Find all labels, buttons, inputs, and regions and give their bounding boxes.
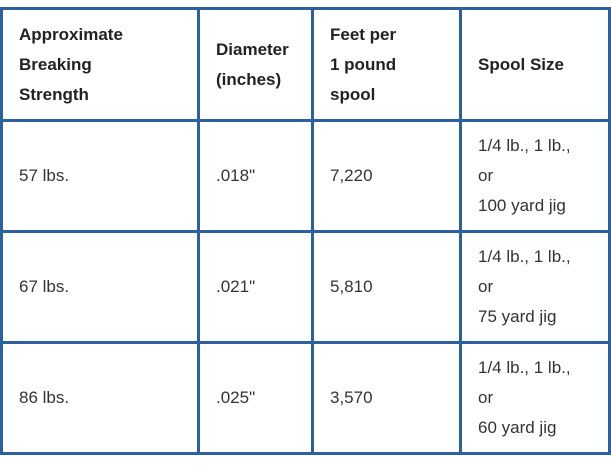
cell-line: Spool Size — [478, 54, 564, 74]
cell-line: 100 yard jig — [478, 196, 566, 215]
cell-line: or — [478, 388, 494, 407]
cell-line: Diameter — [216, 39, 289, 59]
table-cell: .021" — [197, 230, 314, 344]
table-cell: 5,810 — [311, 230, 462, 344]
header-cell: Approximate Breaking Strength — [0, 7, 200, 122]
cell-line: 57 lbs. — [19, 166, 70, 185]
cell-line: Approximate — [19, 24, 123, 44]
cell-line: or — [478, 166, 494, 185]
cell-line: 1/4 lb., 1 lb., — [478, 136, 571, 155]
cell-line: .021" — [216, 277, 256, 296]
table-cell: .025" — [197, 341, 314, 455]
table-cell: 1/4 lb., 1 lb., or 75 yard jig — [459, 230, 611, 344]
cell-line: spool — [330, 84, 376, 104]
header-row: Approximate Breaking Strength Diameter (inch… — [0, 7, 611, 122]
table-cell: .018" — [197, 119, 314, 233]
header-cell: Feet per 1 pound spool — [311, 7, 462, 122]
cell-line: Strength — [19, 84, 89, 104]
cell-line: 75 yard jig — [478, 307, 557, 326]
cell-line: (inches) — [216, 69, 282, 89]
cell-line: 1/4 lb., 1 lb., — [478, 358, 571, 377]
table-cell: 57 lbs. — [0, 119, 200, 233]
table-cell: 67 lbs. — [0, 230, 200, 344]
cell-line: 86 lbs. — [19, 388, 70, 407]
cell-line: Breaking — [19, 54, 92, 74]
cell-line: 1/4 lb., 1 lb., — [478, 247, 571, 266]
table-cell: 1/4 lb., 1 lb., or 100 yard jig — [459, 119, 611, 233]
table-header: Approximate Breaking Strength Diameter (inch… — [0, 7, 611, 122]
cell-line: 3,570 — [330, 388, 373, 407]
cell-line: 5,810 — [330, 277, 373, 296]
header-cell: Diameter (inches) — [197, 7, 314, 122]
cell-line: Feet per — [330, 24, 397, 44]
spec-table: Approximate Breaking Strength Diameter (inch… — [0, 7, 611, 455]
cell-line: 7,220 — [330, 166, 373, 185]
cell-line: 60 yard jig — [478, 418, 557, 437]
table-cell: 86 lbs. — [0, 341, 200, 455]
cell-line: 1 pound — [330, 54, 397, 74]
table-body: 57 lbs. .018" 7,220 1/4 lb., 1 lb., or 100 ya… — [0, 119, 611, 455]
table-cell: 7,220 — [311, 119, 462, 233]
cell-line: or — [478, 277, 494, 296]
cell-line: 67 lbs. — [19, 277, 70, 296]
table-wrap: Approximate Breaking Strength Diameter (inch… — [0, 7, 611, 455]
table-row: 86 lbs. .025" 3,570 1/4 lb., 1 lb., or 60 yar… — [0, 341, 611, 455]
table-row: 57 lbs. .018" 7,220 1/4 lb., 1 lb., or 100 ya… — [0, 119, 611, 233]
table-row: 67 lbs. .021" 5,810 1/4 lb., 1 lb., or 75 yar… — [0, 230, 611, 344]
table-cell: 3,570 — [311, 341, 462, 455]
cell-line: .025" — [216, 388, 256, 407]
table-cell: 1/4 lb., 1 lb., or 60 yard jig — [459, 341, 611, 455]
cell-line: .018" — [216, 166, 256, 185]
header-cell: Spool Size — [459, 7, 611, 122]
